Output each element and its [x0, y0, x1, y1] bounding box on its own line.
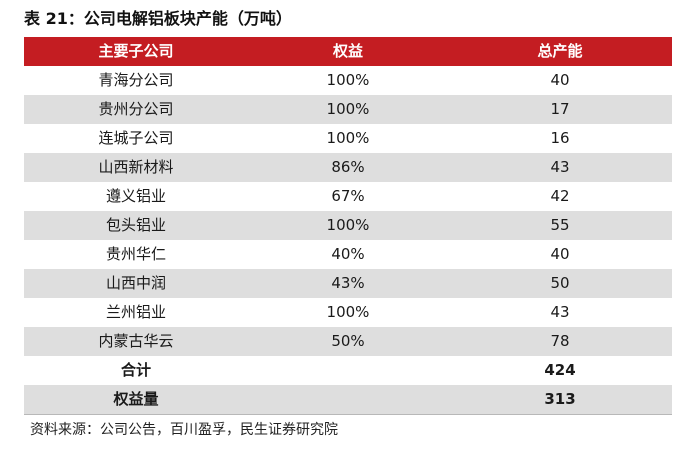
cell-subsidiary: 连城子公司: [98, 129, 174, 147]
table-row: 包头铝业 100% 55: [24, 211, 672, 240]
header-subsidiary: 主要子公司: [98, 42, 174, 60]
cell-equity: 100%: [326, 216, 370, 234]
table-header-row: 主要子公司 权益 总产能: [24, 37, 672, 66]
cell-equity: 67%: [331, 187, 365, 205]
source-note: 资料来源：公司公告，百川盈孚，民生证券研究院: [30, 422, 338, 438]
capacity-table: 主要子公司 权益 总产能 青海分公司 100% 40 贵州分公司 100% 17…: [24, 37, 672, 415]
cell-subsidiary: 山西新材料: [98, 158, 174, 176]
header-capacity: 总产能: [537, 42, 583, 60]
cell-subsidiary: 青海分公司: [98, 71, 174, 89]
table-row: 山西中润 43% 50: [24, 269, 672, 298]
table-row: 山西新材料 86% 43: [24, 153, 672, 182]
cell-capacity: 42: [550, 187, 570, 205]
table-title: 表 21：公司电解铝板块产能（万吨）: [24, 9, 292, 28]
cell-subsidiary: 贵州华仁: [105, 245, 166, 263]
total-row: 合计 424: [24, 356, 672, 385]
cell-subsidiary: 遵义铝业: [105, 187, 166, 205]
cell-equity: 50%: [331, 332, 365, 350]
cell-capacity: 78: [550, 332, 570, 350]
table-row: 内蒙古华云 50% 78: [24, 327, 672, 356]
header-equity: 权益: [332, 42, 363, 60]
cell-subsidiary: 山西中润: [105, 274, 166, 292]
total-equity: [248, 356, 448, 385]
table-row: 贵州华仁 40% 40: [24, 240, 672, 269]
table-row: 贵州分公司 100% 17: [24, 95, 672, 124]
equity-total-equity: [248, 385, 448, 414]
cell-equity: 100%: [326, 129, 370, 147]
table-row: 青海分公司 100% 40: [24, 66, 672, 95]
table-row: 遵义铝业 67% 42: [24, 182, 672, 211]
cell-equity: 100%: [326, 303, 370, 321]
cell-subsidiary: 内蒙古华云: [98, 332, 174, 350]
total-label: 合计: [120, 361, 151, 379]
cell-equity: 100%: [326, 100, 370, 118]
equity-total-label: 权益量: [113, 390, 159, 408]
cell-equity: 40%: [331, 245, 365, 263]
cell-equity: 43%: [331, 274, 365, 292]
total-capacity: 424: [544, 361, 576, 379]
cell-subsidiary: 包头铝业: [105, 216, 166, 234]
cell-equity: 100%: [326, 71, 370, 89]
cell-capacity: 16: [550, 129, 570, 147]
cell-subsidiary: 贵州分公司: [98, 100, 174, 118]
cell-capacity: 43: [550, 158, 570, 176]
cell-capacity: 55: [550, 216, 570, 234]
table-row: 兰州铝业 100% 43: [24, 298, 672, 327]
cell-capacity: 17: [550, 100, 570, 118]
cell-capacity: 50: [550, 274, 570, 292]
equity-total-capacity: 313: [544, 390, 576, 408]
cell-capacity: 40: [550, 71, 570, 89]
table-row: 连城子公司 100% 16: [24, 124, 672, 153]
equity-total-row: 权益量 313: [24, 385, 672, 415]
cell-capacity: 40: [550, 245, 570, 263]
cell-subsidiary: 兰州铝业: [105, 303, 166, 321]
cell-equity: 86%: [331, 158, 365, 176]
cell-capacity: 43: [550, 303, 570, 321]
